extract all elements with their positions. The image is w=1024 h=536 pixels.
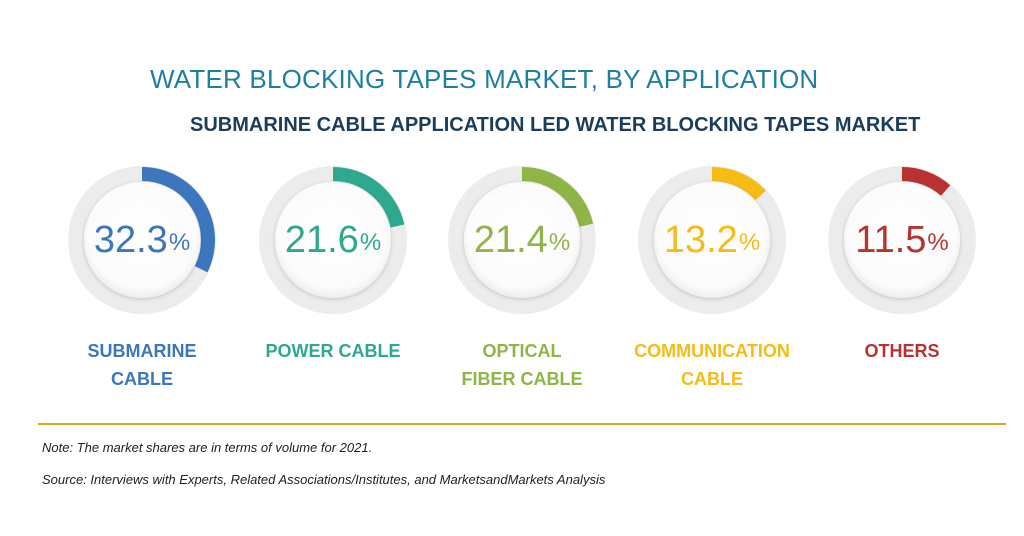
inner-disc (84, 182, 200, 298)
category-label-line: SUBMARINE (87, 341, 197, 361)
inner-disc (844, 182, 960, 298)
percent-sign: % (168, 229, 191, 256)
percentage-label: 21.4% (447, 165, 597, 315)
percent-sign: % (927, 229, 949, 256)
category-label: OPTICAL FIBER CABLE (432, 337, 612, 393)
donut-svg (638, 166, 786, 314)
category-label-line: CABLE (681, 369, 743, 389)
percentage-value: 13.2 (663, 218, 738, 261)
category-label: SUBMARINE CABLE (52, 337, 232, 393)
category-label-line: OTHERS (864, 341, 940, 361)
donut-svg (448, 166, 596, 314)
category-label-line: COMMUNICATION (634, 341, 790, 361)
value-arc (901, 167, 951, 196)
donut-chart-5: 11.5% OTHERS (812, 165, 992, 405)
percentage-label: 13.2% (637, 165, 787, 315)
inner-disc (654, 182, 770, 298)
category-label-line: FIBER CABLE (461, 369, 583, 389)
percentage-label: 11.5% (827, 165, 977, 315)
category-label-line: POWER CABLE (265, 341, 401, 361)
donut-svg (828, 166, 976, 314)
donut-chart-1: 32.3% SUBMARINE CABLE (52, 165, 232, 405)
inner-disc (275, 182, 391, 298)
donut-chart-3: 21.4% OPTICAL FIBER CABLE (432, 165, 612, 405)
percentage-label: 32.3% (67, 165, 217, 315)
donut-chart-2: 21.6% POWER CABLE (243, 165, 423, 405)
category-label: COMMUNICATION CABLE (622, 337, 802, 393)
percentage-value: 11.5 (855, 218, 927, 261)
category-label: POWER CABLE (243, 337, 423, 365)
percentage-value: 21.6 (284, 218, 359, 261)
category-label-line: OPTICAL (482, 341, 562, 361)
donut-svg (68, 166, 216, 314)
percent-sign: % (548, 229, 571, 256)
percentage-value: 21.4 (473, 218, 548, 261)
value-arc (711, 167, 766, 201)
percent-sign: % (738, 229, 761, 256)
source-text: Source: Interviews with Experts, Related… (42, 472, 606, 487)
note-text: Note: The market shares are in terms of … (42, 440, 373, 455)
divider-line (38, 423, 1006, 425)
category-label-line: CABLE (111, 369, 173, 389)
chart-subtitle: SUBMARINE CABLE APPLICATION LED WATER BL… (190, 114, 921, 136)
value-arc (332, 167, 405, 228)
donut-chart-4: 13.2% COMMUNICATION CABLE (622, 165, 802, 405)
donut-charts-row: 32.3% SUBMARINE CABLE 21.6% POWER CABLE 21.4%… (0, 165, 1024, 405)
inner-disc (464, 182, 580, 298)
donut-svg (259, 166, 407, 314)
value-arc (141, 167, 215, 273)
percentage-value: 32.3 (93, 218, 168, 261)
value-arc (521, 167, 594, 228)
percent-sign: % (359, 229, 382, 256)
category-label: OTHERS (812, 337, 992, 365)
chart-title: WATER BLOCKING TAPES MARKET, BY APPLICAT… (150, 64, 819, 94)
percentage-label: 21.6% (258, 165, 408, 315)
